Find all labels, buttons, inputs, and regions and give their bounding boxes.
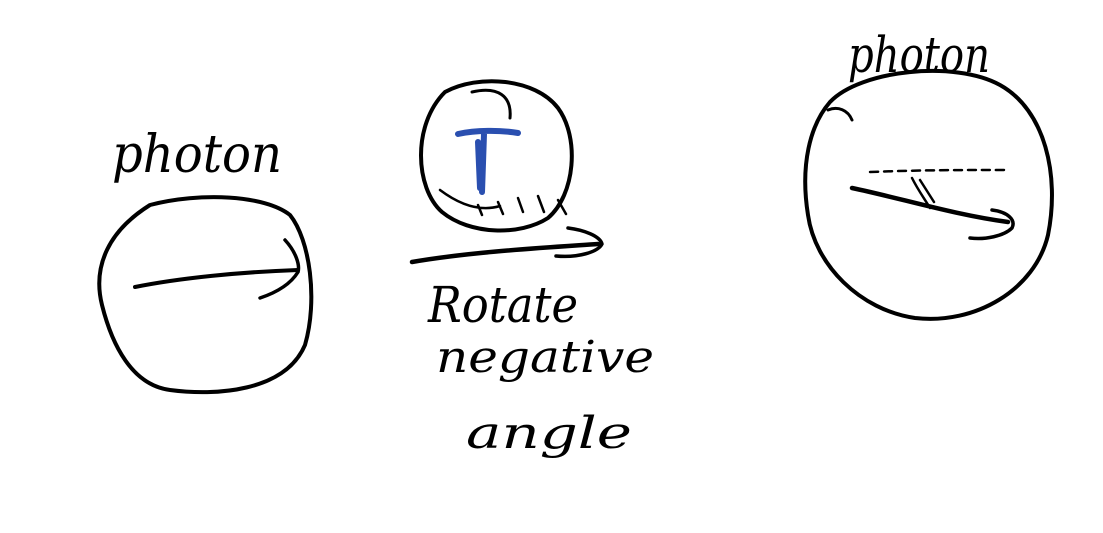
rotator-spin-marks (438, 188, 568, 217)
right-angle-mark (910, 176, 936, 210)
right-reference-dashes (868, 168, 1007, 174)
caption-line-2: negative (436, 332, 654, 383)
caption-line-1: Rotate (427, 276, 578, 334)
rotator-arrowhead (554, 226, 604, 259)
right-photon-circle (803, 69, 1054, 321)
left-photon-circle (97, 195, 314, 395)
right-photon-group: photon (803, 26, 1054, 321)
right-circle-tail (826, 106, 854, 122)
left-photon-label: photon (112, 125, 282, 185)
caption-line-3: angle (466, 408, 632, 459)
right-rotated-arrow (849, 185, 1011, 225)
left-arrowhead (258, 238, 301, 300)
blue-t-icon (455, 127, 521, 195)
rotator-sphere-overlap (470, 88, 512, 120)
left-photon-group: photon (97, 125, 314, 395)
rotator-baseline-arrow (409, 241, 601, 265)
right-arrowhead (968, 208, 1015, 241)
left-polarization-arrow (133, 268, 300, 289)
rotator-group: Rotate negative angle (409, 79, 654, 459)
rotator-sphere (419, 79, 574, 233)
